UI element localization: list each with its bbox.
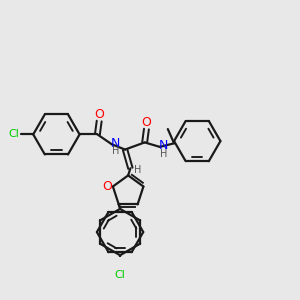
Text: N: N [159, 140, 168, 152]
Text: O: O [142, 116, 152, 129]
Text: H: H [112, 146, 120, 156]
Text: Cl: Cl [8, 129, 19, 140]
Text: H: H [134, 165, 141, 175]
Text: Cl: Cl [115, 270, 125, 280]
Text: O: O [94, 108, 104, 121]
Text: H: H [160, 149, 167, 159]
Text: N: N [110, 137, 120, 150]
Text: O: O [103, 180, 112, 193]
